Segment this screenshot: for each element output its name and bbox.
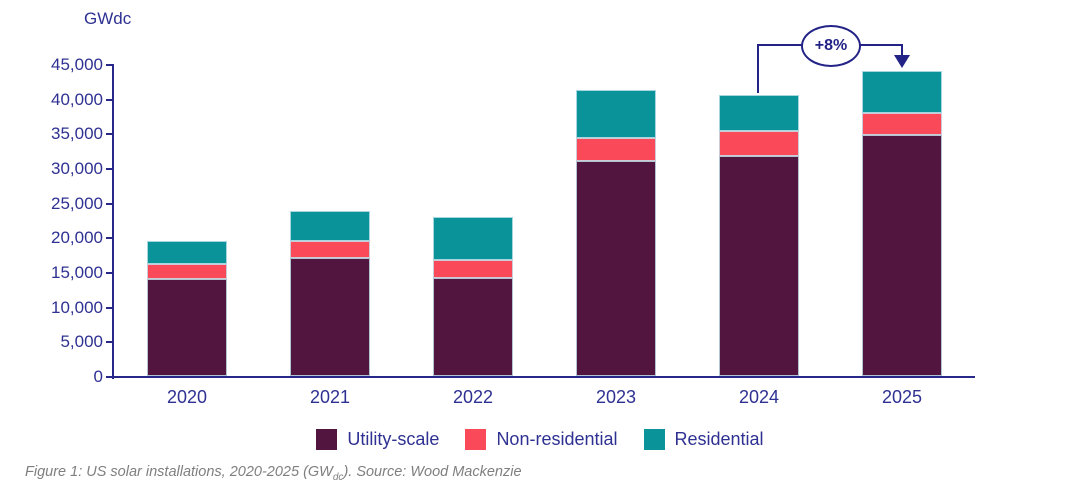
bar-segment-non-residential-2020 (147, 263, 227, 279)
legend-label: Residential (674, 429, 764, 449)
y-axis-tick-label: 30,000 (51, 159, 103, 178)
bar-segment-non-residential-2023 (576, 138, 656, 162)
legend-label: Non-residential (496, 429, 618, 449)
caption-subscript: dc (332, 471, 344, 483)
annotation-label: +8% (814, 37, 848, 54)
x-axis-label-2023: 2023 (595, 387, 637, 407)
legend: Utility-scale Non-residential Residential (0, 429, 1080, 450)
y-axis-tick (106, 202, 113, 205)
bar-segment-utility-scale-2020 (147, 278, 227, 376)
y-axis-tick-label: 40,000 (51, 89, 103, 109)
x-axis-label-2024: 2024 (738, 387, 780, 407)
annotation-badge: +8% (801, 25, 861, 67)
bar-segment-residential-2024 (719, 94, 799, 132)
legend-item-non-residential: Non-residential (465, 429, 618, 450)
bar-segment-non-residential-2021 (290, 240, 370, 259)
y-axis-tick (106, 237, 113, 240)
y-axis-tick (106, 133, 113, 136)
x-axis-label-2020: 2020 (166, 387, 208, 407)
legend-item-residential: Residential (643, 429, 764, 450)
y-axis-tick-label: 25,000 (51, 193, 103, 213)
x-axis-line (112, 376, 975, 378)
x-axis-label-2022: 2022 (452, 387, 494, 407)
y-axis-tick-label: 20,000 (51, 228, 103, 248)
y-axis-line (112, 64, 114, 379)
annotation-arrow-down-icon (894, 55, 910, 68)
x-axis-label-2025: 2025 (881, 387, 923, 407)
annotation-line-left (757, 44, 759, 93)
bar-segment-non-residential-2022 (433, 260, 513, 278)
legend-label: Utility-scale (347, 429, 440, 449)
bar-segment-utility-scale-2024 (719, 155, 799, 376)
bar-segment-residential-2020 (147, 240, 227, 264)
legend-swatch-icon (465, 429, 487, 450)
caption-text: Figure 1: US solar installations, 2020-2… (25, 464, 333, 480)
y-axis-title: GWdc (84, 9, 132, 28)
y-axis-tick (106, 98, 113, 101)
bar-segment-utility-scale-2023 (576, 161, 656, 376)
bar-segment-non-residential-2025 (862, 113, 942, 135)
y-axis-tick-label: 0 (93, 367, 103, 386)
bar-segment-residential-2021 (290, 210, 370, 241)
figure-caption: Figure 1: US solar installations, 2020-2… (25, 464, 522, 483)
bar-segment-utility-scale-2021 (290, 258, 370, 376)
annotation-line-right (901, 44, 903, 56)
bar-segment-residential-2025 (862, 70, 942, 114)
y-axis-tick (106, 272, 113, 274)
legend-item-utility-scale: Utility-scale (316, 429, 439, 450)
y-axis-tick (106, 376, 113, 378)
y-axis-tick-label: 35,000 (51, 124, 103, 144)
y-axis-tick-label: 10,000 (51, 297, 103, 317)
bar-segment-residential-2023 (576, 90, 656, 139)
y-axis-tick (106, 64, 113, 66)
legend-swatch-icon (643, 429, 665, 450)
bar-segment-non-residential-2024 (719, 131, 799, 156)
y-axis-tick (106, 168, 113, 170)
y-axis-tick-label: 45,000 (51, 55, 103, 74)
y-axis-tick (106, 341, 113, 344)
y-axis-tick-label: 5,000 (60, 332, 103, 352)
legend-swatch-icon (316, 429, 338, 450)
bar-segment-utility-scale-2022 (433, 277, 513, 376)
bar-segment-utility-scale-2025 (862, 134, 942, 376)
y-axis-tick-label: 15,000 (51, 263, 103, 282)
bar-segment-residential-2022 (433, 217, 513, 261)
x-axis-label-2021: 2021 (309, 387, 351, 407)
y-axis-tick (106, 306, 113, 309)
caption-suffix: ). Source: Wood Mackenzie (343, 464, 522, 480)
